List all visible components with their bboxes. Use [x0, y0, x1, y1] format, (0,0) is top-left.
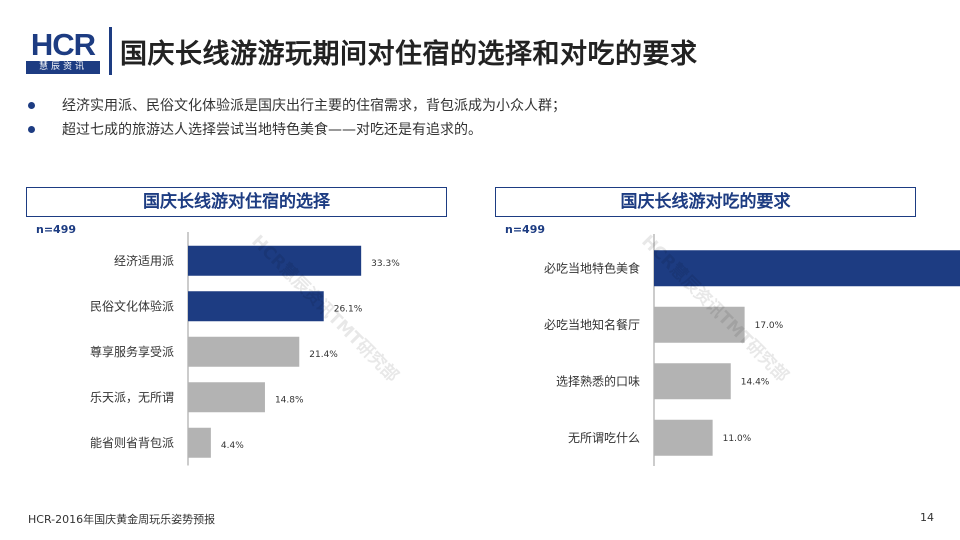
chart-category-label: 经济适用派	[114, 253, 174, 268]
chart-bar	[188, 336, 300, 367]
lodging-sample-size: n=499	[36, 223, 77, 236]
lodging-chart-title: 国庆长线游对住宿的选择	[26, 187, 447, 217]
bullet-dot-icon	[28, 102, 35, 109]
page-number: 14	[920, 511, 934, 524]
chart-category-label: 能省则省背包派	[90, 436, 174, 450]
logo-text: HCR	[30, 27, 96, 62]
chart-category-label: 民俗文化体验派	[90, 298, 174, 313]
food-chart-title: 国庆长线游对吃的要求	[495, 187, 916, 217]
chart-category-label: 必吃当地知名餐厅	[544, 317, 640, 332]
bullet-text: 超过七成的旅游达人选择尝试当地特色美食——对吃还是有追求的。	[62, 122, 482, 138]
chart-value-label: 17.0%	[755, 321, 784, 331]
title-divider	[109, 27, 112, 75]
footer-source: HCR-2016年国庆黄金周玩乐姿势预报	[28, 513, 216, 526]
chart-bar	[188, 291, 324, 322]
chart-value-label: 26.1%	[334, 304, 363, 314]
chart-value-label: 14.4%	[741, 377, 770, 387]
lodging-bar-chart: 经济适用派 33.3% 民俗文化体验派 26.1% 尊享服务享受派 21.4% 乐天派，无所…	[90, 232, 400, 466]
chart-value-label: 4.4%	[221, 441, 244, 451]
chart-value-label: 21.4%	[309, 350, 338, 360]
chart-bar	[654, 363, 731, 400]
chart-category-label: 无所谓吃什么	[568, 431, 640, 445]
chart-value-label: 33.3%	[371, 259, 400, 269]
chart-category-label: 必吃当地特色美食	[544, 260, 640, 275]
chart-category-label: 尊享服务享受派	[90, 344, 174, 359]
chart-value-label: 14.8%	[275, 395, 304, 405]
chart-bar	[188, 427, 211, 458]
chart-category-label: 乐天派，无所谓	[90, 390, 174, 404]
logo-subtext: 慧辰资讯	[26, 61, 100, 74]
chart-bar	[654, 306, 745, 343]
bullet-text: 经济实用派、民俗文化体验派是国庆出行主要的住宿需求，背包派成为小众人群；	[62, 98, 566, 114]
chart-bar	[188, 382, 265, 413]
chart-value-label: 11.0%	[723, 434, 752, 444]
chart-bar	[188, 245, 362, 276]
chart-category-label: 选择熟悉的口味	[556, 373, 640, 388]
chart-bar	[654, 250, 960, 287]
page-title: 国庆长线游游玩期间对住宿的选择和对吃的要求	[120, 39, 698, 70]
food-sample-size: n=499	[505, 223, 546, 236]
chart-bar	[654, 419, 713, 456]
bullet-dot-icon	[28, 126, 35, 133]
food-bar-chart: 必吃当地特色美食57.5%必吃当地知名餐厅17.0%选择熟悉的口味14.4%无所…	[544, 234, 960, 466]
hcr-logo: HCR 慧辰资讯	[26, 27, 100, 74]
